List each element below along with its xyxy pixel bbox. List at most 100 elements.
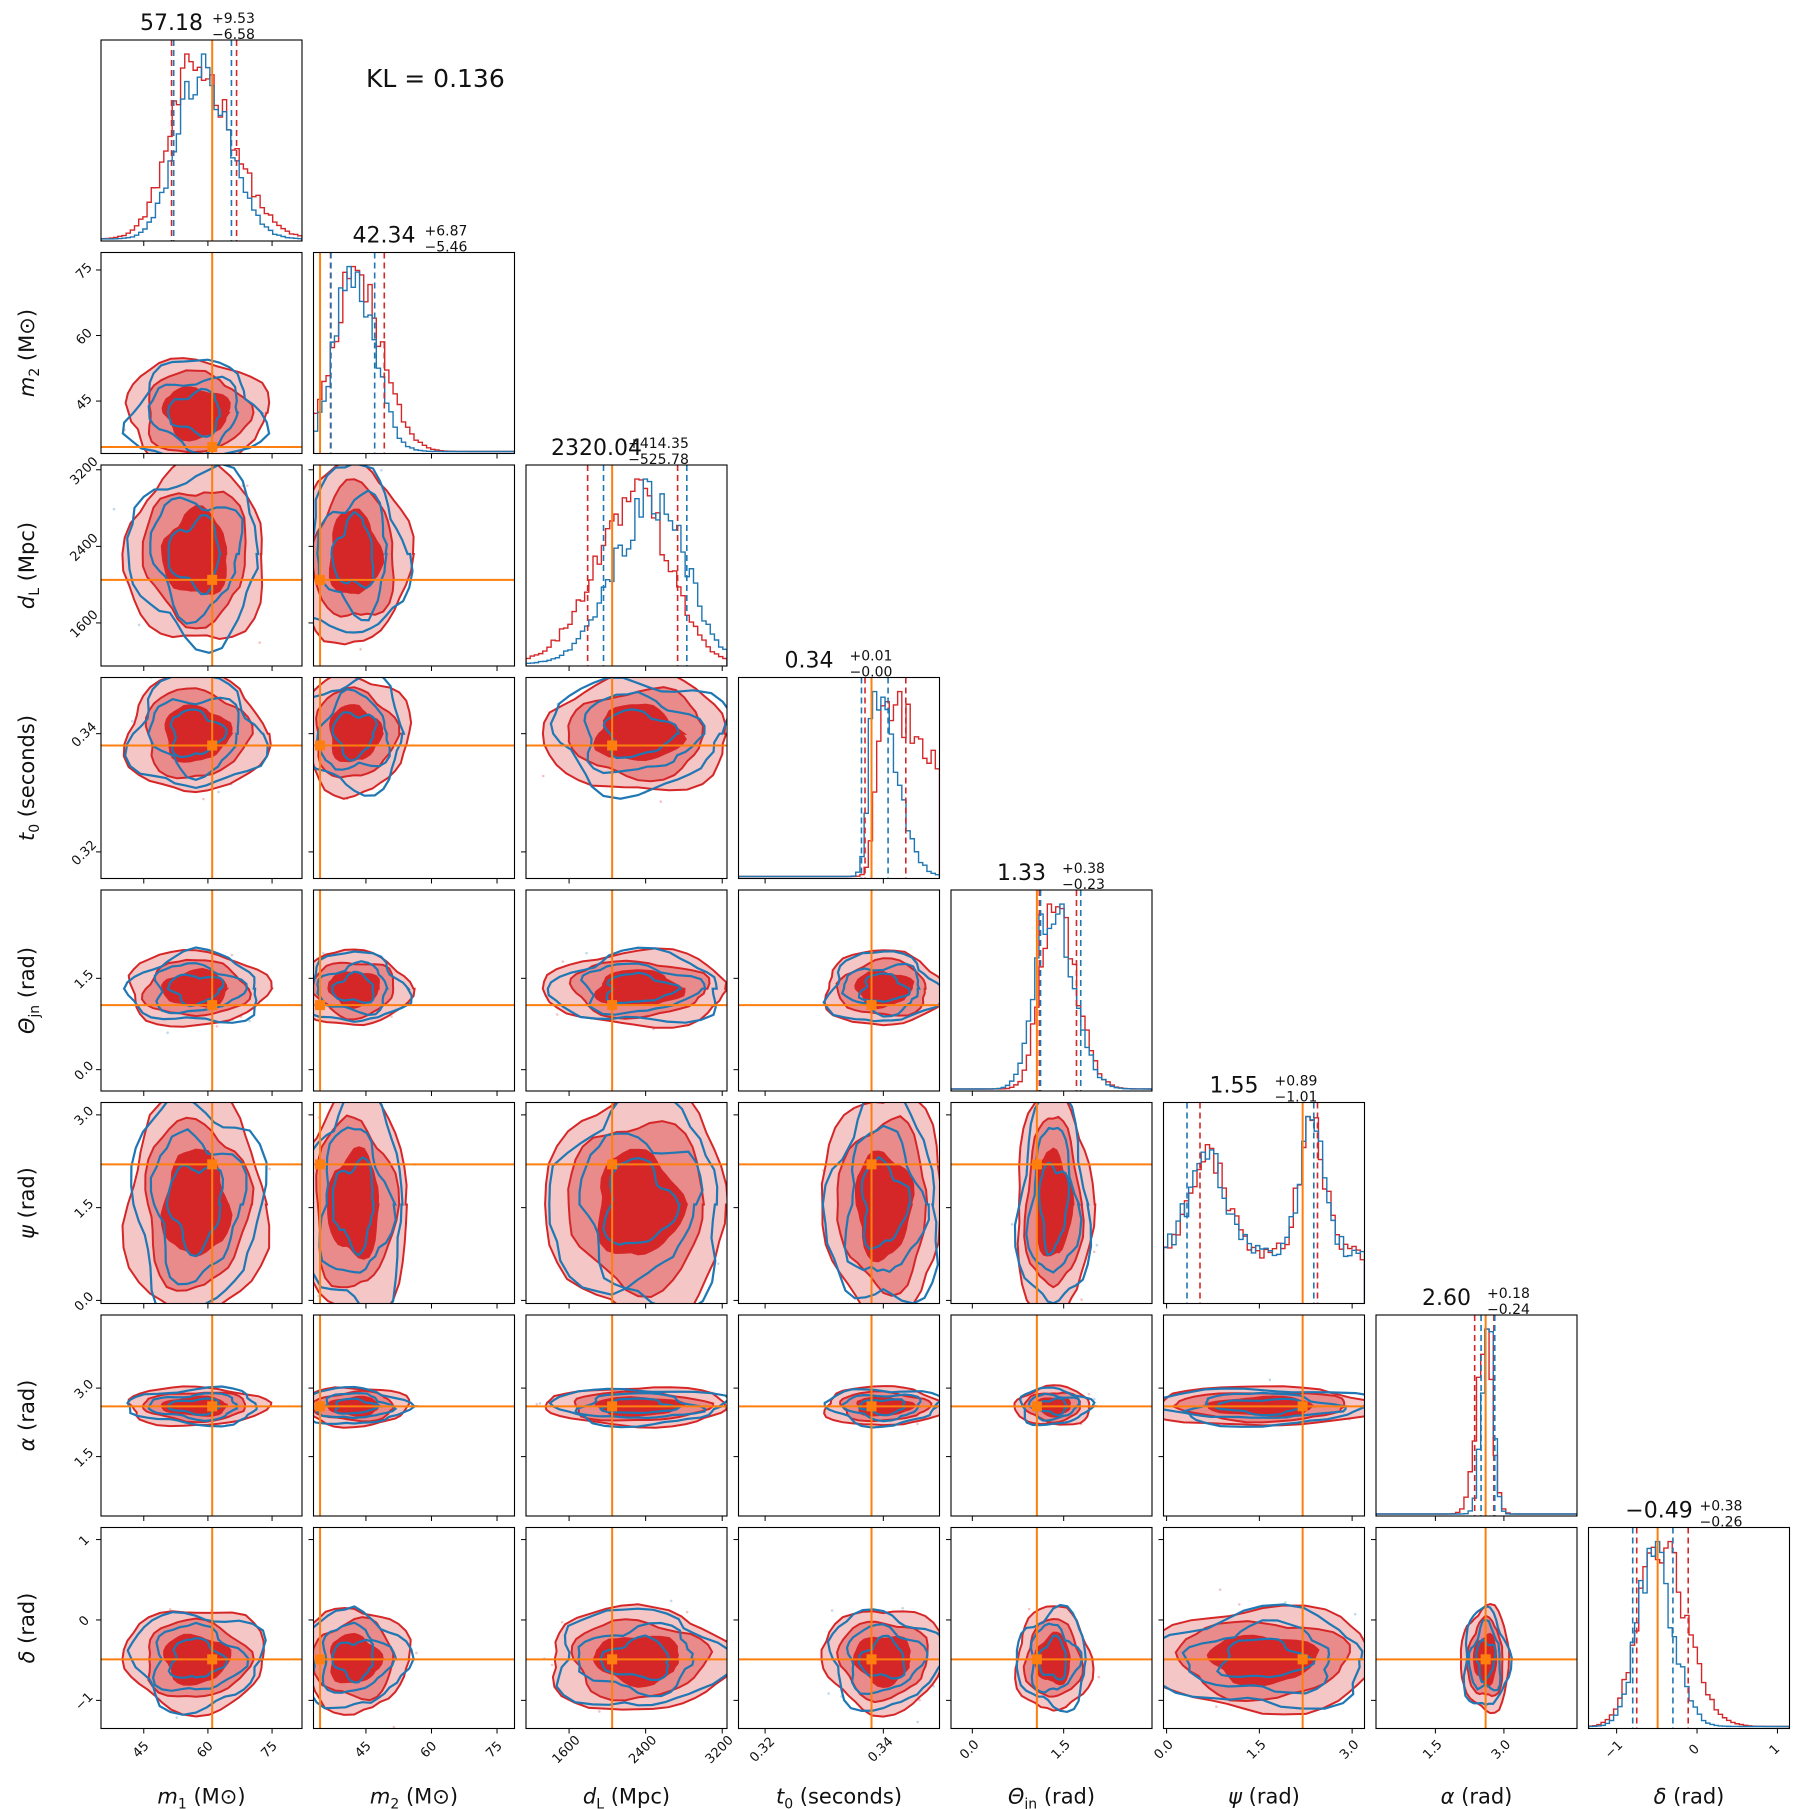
contour-blue-outer [1015,1603,1088,1714]
hist-panel-delta [1588,1527,1790,1729]
panel-frame [737,1101,941,1305]
x-tick-label-delta: 0 [1686,1742,1702,1758]
panel-frame [525,1526,728,1730]
y-tick-label-psi: 0.0 [72,1289,97,1314]
x-tick-label-m2: 60 [418,1739,440,1761]
hist-red-m2 [313,265,515,454]
contour-blue-mid [151,1621,252,1692]
y-tick-label-delta: 0 [76,1613,92,1629]
hist-blue-dL [526,478,727,666]
kl-annotation: KL = 0.136 [366,64,505,93]
truth-marker [207,574,218,585]
joint-panel-t0-psi [738,1102,940,1304]
hist-title-minus-t0: −0.00 [850,665,893,681]
contour-blue-outer [1163,1603,1364,1710]
hist-title-psi: 1.55 [1210,1074,1259,1099]
panel-frame [1375,1314,1578,1517]
panel-frame [100,676,303,880]
joint-panel-m1-theta [101,890,302,1091]
panel-frame [950,889,1153,1092]
joint-panel-m1-m2 [101,252,302,454]
joint-panel-psi-alpha [1163,1315,1365,1516]
truth-marker [607,1401,618,1412]
joint-panel-theta-delta [951,1527,1152,1729]
joint-panel-psi-delta [1163,1527,1365,1729]
x-tick-label-psi: 0.0 [1152,1737,1177,1762]
x-axis-label-delta: δ (rad) [1654,1785,1725,1809]
x-axis-label-theta: Θjn (rad) [1008,1785,1095,1809]
x-axis-label-psi: ψ (rad) [1228,1785,1300,1809]
y-tick-label-theta: 0.0 [72,1059,97,1084]
truth-marker [866,1401,877,1412]
y-tick-label-theta: 1.5 [72,967,97,992]
hist-title-plus-dL: +414.35 [628,436,689,452]
contour-blue-mid [583,690,706,775]
joint-panel-m1-alpha [101,1315,302,1516]
contour-blue-mid [149,496,244,625]
contour-blue-outer [313,1385,419,1426]
hist-panel-dL [526,465,727,666]
truth-marker [207,1654,218,1665]
contour-blue-inner [602,708,680,760]
hist-red-t0 [738,690,940,879]
x-tick-label-t0: 0.34 [865,1734,896,1765]
hist-blue-t0 [738,690,940,879]
contour-blue-outer [130,1102,268,1304]
truth-marker [315,1654,326,1665]
contour-blue-inner [1474,1637,1497,1684]
contour-blue-outer [822,950,940,1023]
truth-marker [207,1159,218,1170]
panel-frame [1162,1526,1366,1730]
hist-title-alpha: 2.60 [1422,1286,1471,1311]
y-axis-label-t0: t0 (seconds) [15,715,43,841]
panel-frame [525,889,728,1092]
hist-blue-delta [1588,1540,1790,1729]
x-axis-label-m1: m1 (M⊙) [157,1785,245,1809]
contour-blue-outer [1462,1604,1514,1706]
y-tick-label-t0: 0.34 [69,720,100,751]
contour-blue-inner [167,1636,231,1679]
truth-marker [207,740,218,751]
contour-blue-outer [548,1102,719,1304]
hist-blue-alpha [1376,1328,1577,1516]
truth-marker [1031,1159,1042,1170]
panel-frame [525,1101,728,1305]
truth-marker [866,1000,877,1011]
panel-frame [737,1314,941,1517]
x-tick-label-dL: 3200 [703,1733,737,1767]
truth-marker [1297,1654,1308,1665]
contour-blue-mid [316,489,388,622]
contour-blue-mid [316,960,389,1017]
y-tick-label-delta: 1 [76,1533,92,1549]
contour-blue-outer [823,1388,940,1429]
contour-blue-outer [122,946,258,1024]
contour-blue-inner [331,711,378,762]
y-tick-label-delta: −1 [72,1690,96,1714]
panel-frame [737,889,941,1092]
contour-blue-outer [126,1610,267,1716]
x-tick-label-m2: 75 [483,1739,505,1761]
contour-blue-outer [121,358,271,454]
joint-panel-dL-theta [526,890,727,1091]
contour-blue-inner [167,514,222,596]
hist-title-minus-dL: −525.78 [628,452,689,468]
truth-marker [866,1159,877,1170]
truth-marker [1480,1654,1491,1665]
hist-blue-theta [951,903,1152,1091]
truth-marker [207,1000,218,1011]
hist-title-theta: 1.33 [997,861,1046,886]
contour-blue-outer [1163,1387,1365,1428]
truth-marker [315,1401,326,1412]
panel-frame [737,676,941,880]
x-tick-label-alpha: 1.5 [1420,1737,1445,1762]
panel-frame [100,251,303,455]
y-axis-label-alpha: α (rad) [15,1380,39,1452]
contour-blue-inner [1037,1161,1071,1256]
panel-frame [312,1526,516,1730]
hist-red-dL [526,478,727,666]
truth-marker [207,1401,218,1412]
x-tick-label-psi: 3.0 [1337,1737,1362,1762]
contour-blue-mid [843,1124,931,1274]
joint-panel-m1-delta [101,1527,302,1729]
